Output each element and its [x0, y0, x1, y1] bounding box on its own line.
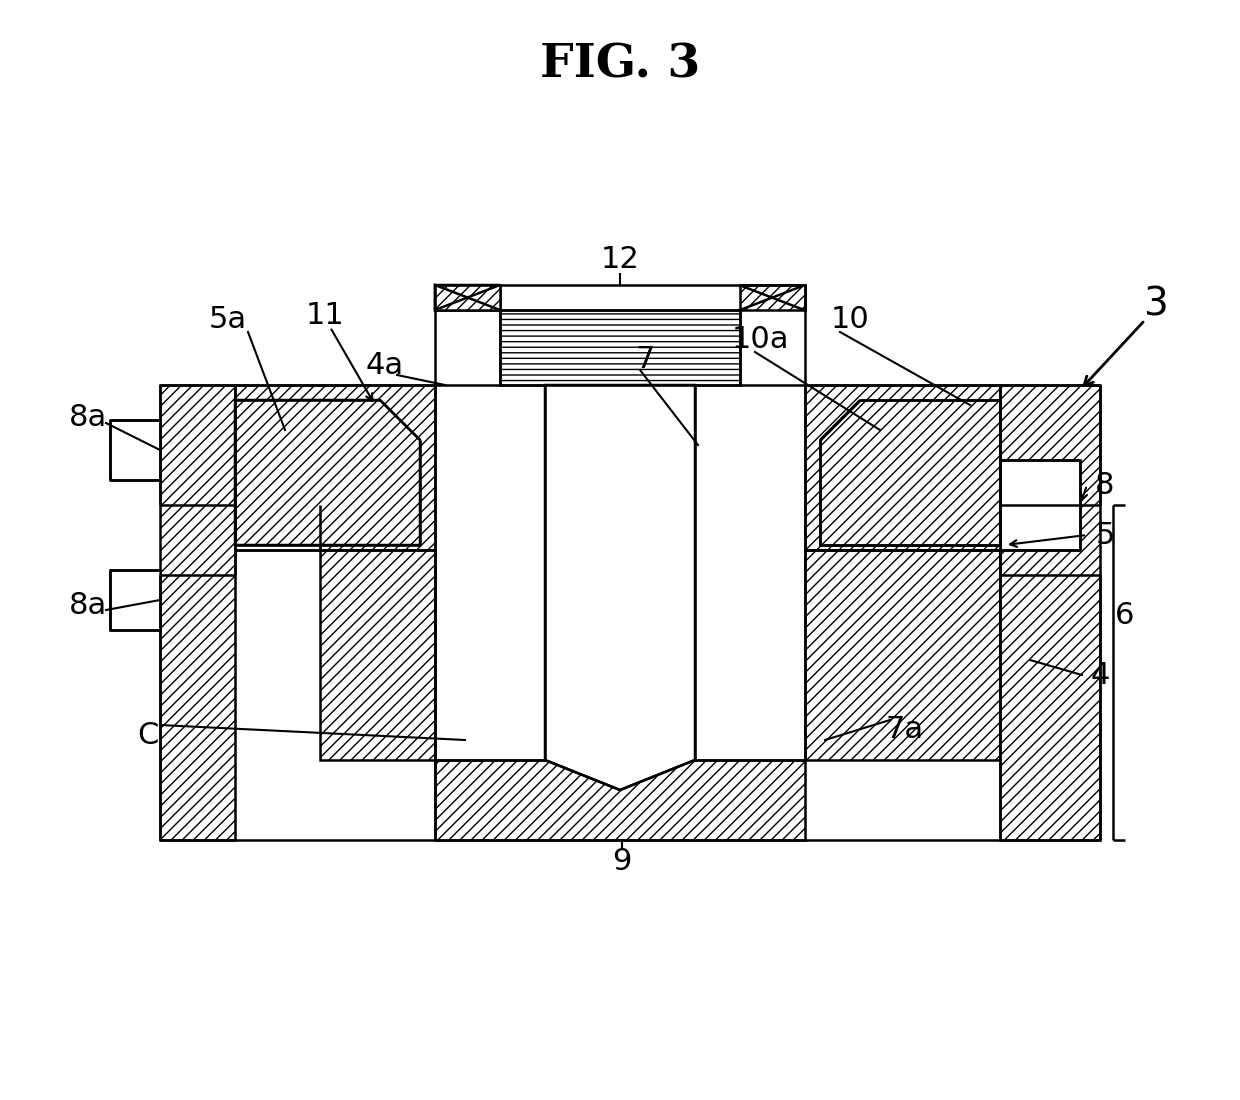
Text: 5a: 5a: [208, 306, 247, 334]
Polygon shape: [110, 570, 160, 630]
Polygon shape: [435, 285, 500, 310]
Text: 8a: 8a: [69, 404, 107, 432]
Text: C: C: [138, 720, 159, 749]
Polygon shape: [740, 285, 805, 310]
Polygon shape: [805, 550, 999, 760]
Text: 4a: 4a: [366, 351, 404, 380]
Polygon shape: [999, 460, 1080, 550]
Polygon shape: [110, 420, 160, 480]
Text: 7a: 7a: [885, 715, 924, 745]
Polygon shape: [236, 400, 420, 544]
Text: 5: 5: [1095, 520, 1115, 550]
Polygon shape: [435, 285, 500, 310]
Text: 10a: 10a: [732, 326, 789, 354]
Polygon shape: [500, 310, 740, 385]
Polygon shape: [160, 385, 236, 840]
Polygon shape: [435, 760, 805, 840]
Text: 4: 4: [1090, 660, 1110, 690]
Text: 6: 6: [1115, 601, 1135, 629]
Text: 8: 8: [1095, 471, 1115, 499]
Text: 12: 12: [600, 245, 640, 275]
Polygon shape: [546, 385, 694, 790]
Polygon shape: [320, 550, 435, 760]
Text: 10: 10: [831, 306, 869, 334]
Text: 8a: 8a: [69, 591, 107, 619]
Text: 9: 9: [613, 847, 631, 877]
Text: 7: 7: [635, 345, 655, 374]
Polygon shape: [740, 285, 805, 310]
Polygon shape: [435, 285, 500, 310]
Text: FIG. 3: FIG. 3: [539, 42, 701, 88]
Polygon shape: [236, 385, 435, 550]
Polygon shape: [805, 385, 999, 550]
Text: 11: 11: [305, 300, 345, 330]
Polygon shape: [999, 385, 1100, 840]
Polygon shape: [820, 400, 999, 544]
Polygon shape: [435, 285, 500, 310]
Text: 3: 3: [1142, 286, 1167, 324]
